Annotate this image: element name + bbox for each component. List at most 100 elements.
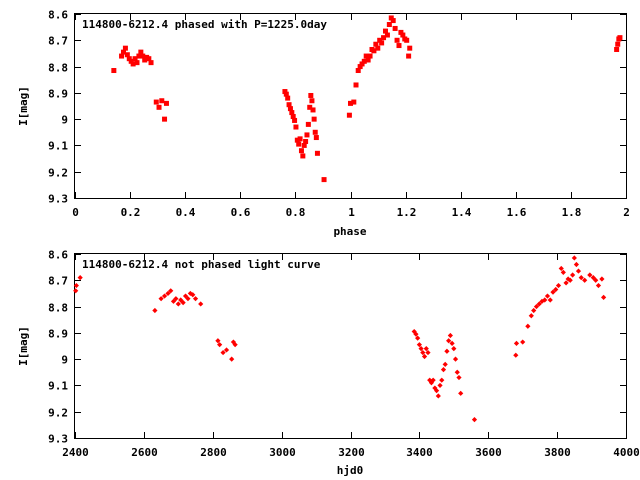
data-point xyxy=(162,116,168,122)
data-point xyxy=(420,349,426,356)
data-point xyxy=(542,297,548,303)
data-point xyxy=(290,114,296,120)
y-tick-label: 8.9 xyxy=(48,328,68,341)
data-point xyxy=(384,32,390,38)
data-point xyxy=(553,286,559,293)
data-point xyxy=(367,53,373,59)
data-point xyxy=(377,37,383,43)
data-point xyxy=(73,282,79,289)
data-point xyxy=(398,29,404,35)
y-tick-label: 8.9 xyxy=(48,88,68,101)
data-point xyxy=(550,289,556,295)
data-point xyxy=(379,40,385,46)
y-tick-label: 9.3 xyxy=(48,433,68,446)
data-point xyxy=(182,293,189,299)
data-point xyxy=(348,100,353,106)
data-point xyxy=(215,338,221,344)
data-point xyxy=(428,380,435,386)
x-tick-label: 1.4 xyxy=(452,206,472,219)
chart-title: 114800-6212.4 not phased light curve xyxy=(82,258,321,271)
y-tick-label: 9 xyxy=(61,114,68,127)
data-point xyxy=(158,296,164,302)
data-point xyxy=(314,150,320,156)
y-tick-label: 8.7 xyxy=(48,35,68,48)
data-point xyxy=(411,328,417,335)
data-point xyxy=(138,49,144,55)
data-point xyxy=(361,58,367,64)
data-point xyxy=(282,89,288,95)
data-point xyxy=(357,64,363,70)
data-point xyxy=(418,346,424,352)
x-tick-label: 4000 xyxy=(613,446,640,459)
x-tick-label: 1 xyxy=(348,206,355,219)
data-point xyxy=(435,393,441,399)
data-point xyxy=(77,275,83,281)
y-tick-label: 9 xyxy=(61,354,68,367)
x-tick-label: 3200 xyxy=(338,446,365,459)
x-tick-labels: 2400 2600 2800 3000 3200 3400 3600 3800 4000 xyxy=(62,446,640,459)
data-point xyxy=(309,98,315,104)
data-point xyxy=(563,280,569,286)
data-point xyxy=(180,300,186,306)
data-point xyxy=(198,301,204,307)
data-point xyxy=(570,272,576,278)
x-tick-label: 1.6 xyxy=(507,206,527,219)
data-point xyxy=(312,129,318,135)
data-point xyxy=(301,142,307,148)
data-point xyxy=(440,367,447,373)
plot-frame xyxy=(74,253,627,439)
data-point xyxy=(120,49,126,55)
data-point xyxy=(173,296,179,302)
data-point xyxy=(400,32,406,38)
data-point xyxy=(298,148,304,154)
y-tick-label: 8.8 xyxy=(48,302,68,315)
data-point xyxy=(119,53,125,59)
x-tick-label: 0.6 xyxy=(231,206,251,219)
data-point xyxy=(555,282,562,289)
data-point xyxy=(573,261,580,268)
data-point xyxy=(310,107,316,113)
data-point xyxy=(449,340,455,346)
data-point xyxy=(346,112,352,118)
data-point xyxy=(190,292,196,298)
data-point xyxy=(122,45,128,51)
data-point xyxy=(599,276,605,282)
x-tick-label: 3400 xyxy=(406,446,433,459)
y-tick-label: 8.6 xyxy=(48,249,68,262)
data-point xyxy=(471,417,478,423)
data-point xyxy=(432,385,438,391)
data-point xyxy=(308,92,314,98)
data-point xyxy=(382,28,388,34)
data-point xyxy=(533,303,540,310)
data-point xyxy=(425,349,431,356)
tick-marks xyxy=(75,254,627,439)
data-point xyxy=(311,116,317,122)
data-point xyxy=(220,349,226,356)
data-point xyxy=(355,68,361,74)
data-point xyxy=(187,290,193,297)
data-point xyxy=(185,296,191,302)
phased-light-curve-panel: 8.6 8.7 8.8 8.9 9 9.1 9.2 9.3 0 0.2 0.4 0.6 0.8 1 1.2… xyxy=(17,9,630,239)
data-point xyxy=(447,332,453,339)
x-tick-label: 1.2 xyxy=(397,206,417,219)
data-point xyxy=(130,61,136,67)
data-point xyxy=(321,177,327,183)
data-point xyxy=(287,106,293,112)
data-point xyxy=(601,294,607,300)
data-point xyxy=(165,290,171,297)
data-point xyxy=(520,339,526,345)
data-point xyxy=(156,104,162,110)
data-point xyxy=(433,388,440,394)
x-tick-label: 2800 xyxy=(200,446,227,459)
data-point xyxy=(296,141,302,147)
data-point xyxy=(124,52,130,58)
data-point xyxy=(217,342,223,348)
data-point xyxy=(175,301,181,307)
y-tick-label: 8.8 xyxy=(48,62,68,75)
data-point xyxy=(394,37,400,43)
data-point xyxy=(614,46,620,52)
data-point xyxy=(547,297,553,303)
data-point xyxy=(128,58,134,64)
data-point xyxy=(363,53,369,59)
data-point xyxy=(578,275,584,281)
